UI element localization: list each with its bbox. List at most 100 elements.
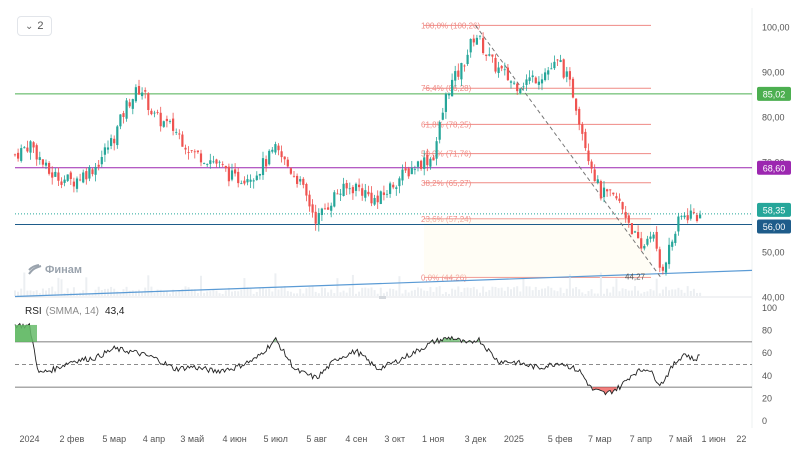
volume-bar: [475, 289, 478, 296]
candle: [444, 92, 447, 119]
candle-body: [370, 192, 373, 204]
candle: [537, 76, 540, 90]
volume-bar: [472, 286, 475, 296]
candle-body: [302, 178, 305, 185]
candle: [280, 145, 283, 163]
candle-body: [593, 169, 596, 182]
volume-bar: [655, 278, 658, 296]
candle: [292, 170, 296, 178]
volume-bar: [156, 289, 159, 296]
volume-bar: [153, 292, 156, 296]
candle-body: [29, 141, 32, 153]
candle-body: [215, 159, 218, 164]
candle: [323, 203, 327, 210]
time-axis-label: 3 окт: [384, 434, 405, 444]
volume-bar: [479, 292, 481, 296]
candle-body: [556, 59, 559, 61]
volume-bar: [584, 293, 587, 296]
candle-body: [227, 166, 230, 182]
candle-body: [168, 121, 172, 122]
candle: [664, 261, 668, 276]
rsi-overbought-fill: [15, 324, 37, 342]
candle-body: [658, 249, 661, 268]
candle-body: [547, 70, 550, 75]
volume-bar: [116, 291, 119, 296]
volume-bar: [302, 293, 305, 296]
candle: [13, 153, 17, 157]
candle-body: [640, 238, 643, 249]
candle: [137, 79, 141, 95]
candle: [218, 160, 221, 168]
candle-body: [646, 238, 649, 245]
volume-bar: [547, 286, 550, 296]
volume-bar: [330, 289, 333, 296]
candle-body: [283, 156, 286, 160]
candle-body: [113, 138, 116, 144]
candle-body: [692, 212, 695, 214]
candle-body: [141, 92, 144, 97]
candle-body: [327, 207, 330, 210]
time-axis-label: 4 апр: [143, 434, 165, 444]
candle-body: [395, 187, 398, 189]
candle-body: [559, 60, 562, 62]
collapse-indicators-button[interactable]: ⌄ 2: [17, 16, 52, 36]
candle: [547, 66, 550, 81]
candle: [69, 170, 72, 186]
volume-bar: [119, 292, 122, 296]
volume-bar: [420, 288, 423, 296]
candle-body: [354, 183, 358, 191]
candle: [699, 210, 702, 219]
candle: [333, 190, 336, 208]
volume-bar: [209, 291, 212, 296]
candle: [97, 160, 100, 171]
volume-bar: [361, 287, 364, 296]
candle: [255, 171, 258, 181]
candle-body: [296, 175, 299, 184]
candle-body: [110, 138, 113, 146]
trend-line: [14, 269, 753, 298]
candle-body: [668, 244, 671, 265]
candle: [103, 143, 106, 162]
volume-bar: [500, 287, 503, 296]
price-tick-label: 100,00: [762, 23, 790, 33]
candle: [85, 167, 88, 185]
candle-body: [224, 165, 227, 169]
candle: [221, 161, 224, 168]
candle-body: [212, 161, 215, 163]
candle: [206, 163, 209, 168]
candle-body: [79, 179, 82, 181]
price-tag-bg: [757, 86, 791, 101]
candle-body: [420, 160, 423, 169]
rsi-params: (SMMA, 14): [45, 306, 100, 317]
candle: [116, 124, 119, 149]
candle: [683, 212, 686, 220]
volume-bar: [125, 286, 128, 296]
candle-body: [584, 131, 587, 149]
volume-bar: [534, 286, 537, 296]
volume-bar: [432, 291, 435, 296]
candle-body: [75, 178, 79, 189]
candle: [134, 84, 137, 103]
candle: [692, 208, 695, 214]
candle: [144, 87, 147, 99]
candle: [187, 146, 190, 160]
candle-body: [97, 164, 100, 167]
candle-body: [330, 205, 333, 211]
candle-body: [624, 211, 627, 218]
candle: [265, 155, 268, 172]
candle: [38, 151, 41, 165]
volume-bar: [51, 286, 54, 296]
candle-body: [249, 179, 252, 182]
fib-level-label: 100,0% (100,26): [421, 21, 480, 30]
price-tag-label: 68,60: [763, 163, 786, 173]
volume-bar: [451, 288, 454, 296]
volume-bar: [429, 286, 432, 296]
candle: [94, 163, 97, 182]
candle: [482, 32, 485, 55]
volume-bar: [193, 289, 196, 296]
volume-bar: [460, 292, 463, 296]
volume-bar: [355, 293, 357, 296]
candle: [311, 199, 314, 218]
candle-body: [258, 173, 261, 176]
